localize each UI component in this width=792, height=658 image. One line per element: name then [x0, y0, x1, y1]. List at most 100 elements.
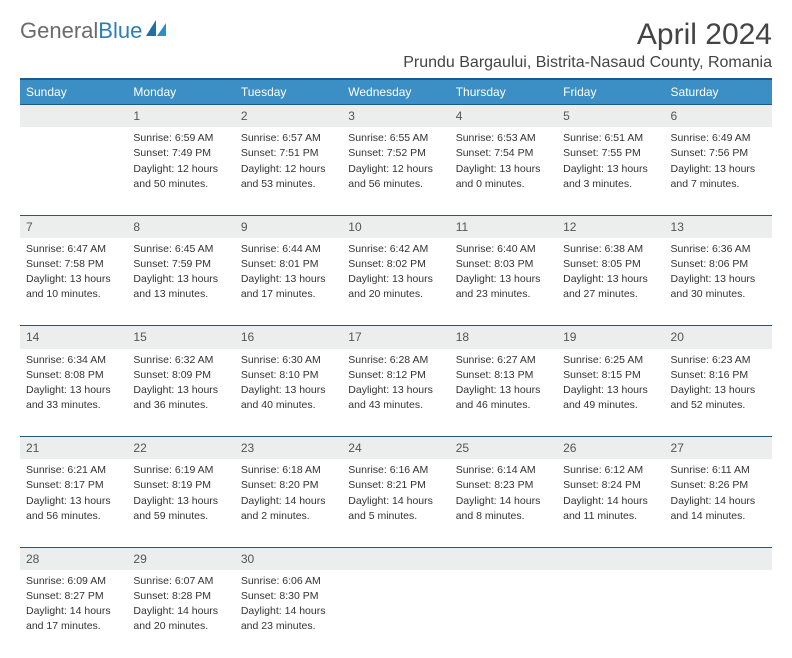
day-info-cell: Sunrise: 6:36 AMSunset: 8:06 PMDaylight:… [665, 238, 772, 326]
day-info-row: Sunrise: 6:47 AMSunset: 7:58 PMDaylight:… [20, 238, 772, 326]
sunset-text: Sunset: 8:17 PM [26, 478, 121, 492]
sunrise-text: Sunrise: 6:47 AM [26, 242, 121, 256]
day-info-cell: Sunrise: 6:55 AMSunset: 7:52 PMDaylight:… [342, 127, 449, 215]
sunset-text: Sunset: 8:15 PM [563, 368, 658, 382]
day-number-cell: 2 [235, 105, 342, 128]
sunset-text: Sunset: 7:56 PM [671, 146, 766, 160]
day-number-cell: 7 [20, 215, 127, 238]
sunset-text: Sunset: 8:24 PM [563, 478, 658, 492]
sunset-text: Sunset: 8:16 PM [671, 368, 766, 382]
day-number-cell: 24 [342, 437, 449, 460]
day2-text: and 20 minutes. [133, 619, 228, 633]
weekday-header: Monday [127, 79, 234, 105]
sunset-text: Sunset: 8:10 PM [241, 368, 336, 382]
sunset-text: Sunset: 8:08 PM [26, 368, 121, 382]
sunrise-text: Sunrise: 6:45 AM [133, 242, 228, 256]
day-number-cell: 4 [450, 105, 557, 128]
day-number-cell: 29 [127, 547, 234, 570]
day2-text: and 43 minutes. [348, 398, 443, 412]
day-number-cell: 25 [450, 437, 557, 460]
day-info-cell: Sunrise: 6:07 AMSunset: 8:28 PMDaylight:… [127, 570, 234, 658]
sunrise-text: Sunrise: 6:28 AM [348, 353, 443, 367]
sunrise-text: Sunrise: 6:30 AM [241, 353, 336, 367]
day2-text: and 3 minutes. [563, 177, 658, 191]
day-number-cell: 18 [450, 326, 557, 349]
day2-text: and 5 minutes. [348, 509, 443, 523]
day1-text: Daylight: 13 hours [26, 494, 121, 508]
day-info-cell: Sunrise: 6:09 AMSunset: 8:27 PMDaylight:… [20, 570, 127, 658]
sunset-text: Sunset: 8:28 PM [133, 589, 228, 603]
sunrise-text: Sunrise: 6:09 AM [26, 574, 121, 588]
sunset-text: Sunset: 8:13 PM [456, 368, 551, 382]
day-info-cell: Sunrise: 6:30 AMSunset: 8:10 PMDaylight:… [235, 349, 342, 437]
day-number-cell: 6 [665, 105, 772, 128]
day-number-cell: 10 [342, 215, 449, 238]
day-number-cell [665, 547, 772, 570]
day-number-cell: 22 [127, 437, 234, 460]
day-number-cell: 8 [127, 215, 234, 238]
day2-text: and 14 minutes. [671, 509, 766, 523]
title-block: April 2024 Prundu Bargaului, Bistrita-Na… [403, 18, 772, 72]
logo-text-blue: Blue [98, 18, 142, 44]
day1-text: Daylight: 14 hours [348, 494, 443, 508]
day-number-row: 14151617181920 [20, 326, 772, 349]
day-info-cell: Sunrise: 6:51 AMSunset: 7:55 PMDaylight:… [557, 127, 664, 215]
day1-text: Daylight: 13 hours [456, 272, 551, 286]
day1-text: Daylight: 13 hours [456, 162, 551, 176]
sunset-text: Sunset: 8:27 PM [26, 589, 121, 603]
day-number-cell: 14 [20, 326, 127, 349]
day-number-cell: 17 [342, 326, 449, 349]
day-info-row: Sunrise: 6:09 AMSunset: 8:27 PMDaylight:… [20, 570, 772, 658]
sunrise-text: Sunrise: 6:16 AM [348, 463, 443, 477]
day1-text: Daylight: 13 hours [133, 494, 228, 508]
day1-text: Daylight: 13 hours [671, 162, 766, 176]
sunset-text: Sunset: 8:12 PM [348, 368, 443, 382]
day-number-cell: 1 [127, 105, 234, 128]
day2-text: and 27 minutes. [563, 287, 658, 301]
day2-text: and 8 minutes. [456, 509, 551, 523]
sunset-text: Sunset: 7:49 PM [133, 146, 228, 160]
day-info-row: Sunrise: 6:59 AMSunset: 7:49 PM Daylight:… [20, 127, 772, 215]
day-info-cell: Sunrise: 6:06 AMSunset: 8:30 PMDaylight:… [235, 570, 342, 658]
sunset-text: Sunset: 8:06 PM [671, 257, 766, 271]
day-info-cell [20, 127, 127, 215]
weekday-header: Friday [557, 79, 664, 105]
day1-text: Daylight: 13 hours [563, 272, 658, 286]
day-number-cell: 26 [557, 437, 664, 460]
day-info-cell: Sunrise: 6:28 AMSunset: 8:12 PMDaylight:… [342, 349, 449, 437]
weekday-header: Wednesday [342, 79, 449, 105]
day1-text: Daylight: 13 hours [671, 383, 766, 397]
day-info-cell: Sunrise: 6:19 AMSunset: 8:19 PMDaylight:… [127, 459, 234, 547]
day-info-cell: Sunrise: 6:12 AMSunset: 8:24 PMDaylight:… [557, 459, 664, 547]
day-number-cell: 20 [665, 326, 772, 349]
sunrise-text: Sunrise: 6:14 AM [456, 463, 551, 477]
day-info-cell: Sunrise: 6:49 AMSunset: 7:56 PMDaylight:… [665, 127, 772, 215]
day-info-row: Sunrise: 6:21 AMSunset: 8:17 PM Daylight:… [20, 459, 772, 547]
day1-text: Daylight: 13 hours [563, 383, 658, 397]
day2-text: and 52 minutes. [671, 398, 766, 412]
day2-text: and 13 minutes. [133, 287, 228, 301]
logo: GeneralBlue [20, 18, 168, 44]
sunset-text: Sunset: 8:01 PM [241, 257, 336, 271]
day-number-cell [557, 547, 664, 570]
sunset-text: Sunset: 7:59 PM [133, 257, 228, 271]
day-number-cell: 30 [235, 547, 342, 570]
day-number-row: 282930 [20, 547, 772, 570]
sunrise-text: Sunrise: 6:55 AM [348, 131, 443, 145]
weekday-header-row: Sunday Monday Tuesday Wednesday Thursday… [20, 79, 772, 105]
day-info-cell: Sunrise: 6:44 AMSunset: 8:01 PMDaylight:… [235, 238, 342, 326]
day2-text: and 49 minutes. [563, 398, 658, 412]
sunrise-text: Sunrise: 6:59 AM [133, 131, 228, 145]
sunset-text: Sunset: 8:23 PM [456, 478, 551, 492]
sunset-text: Sunset: 8:03 PM [456, 257, 551, 271]
day1-text: Daylight: 13 hours [133, 383, 228, 397]
day2-text: and 10 minutes. [26, 287, 121, 301]
sunrise-text: Sunrise: 6:34 AM [26, 353, 121, 367]
day-number-cell: 5 [557, 105, 664, 128]
sunset-text: Sunset: 7:51 PM [241, 146, 336, 160]
day-info-cell: Sunrise: 6:27 AMSunset: 8:13 PMDaylight:… [450, 349, 557, 437]
logo-sail-icon [146, 18, 168, 44]
sunrise-text: Sunrise: 6:21 AM [26, 463, 121, 477]
day-number-cell [450, 547, 557, 570]
day-info-cell [665, 570, 772, 658]
